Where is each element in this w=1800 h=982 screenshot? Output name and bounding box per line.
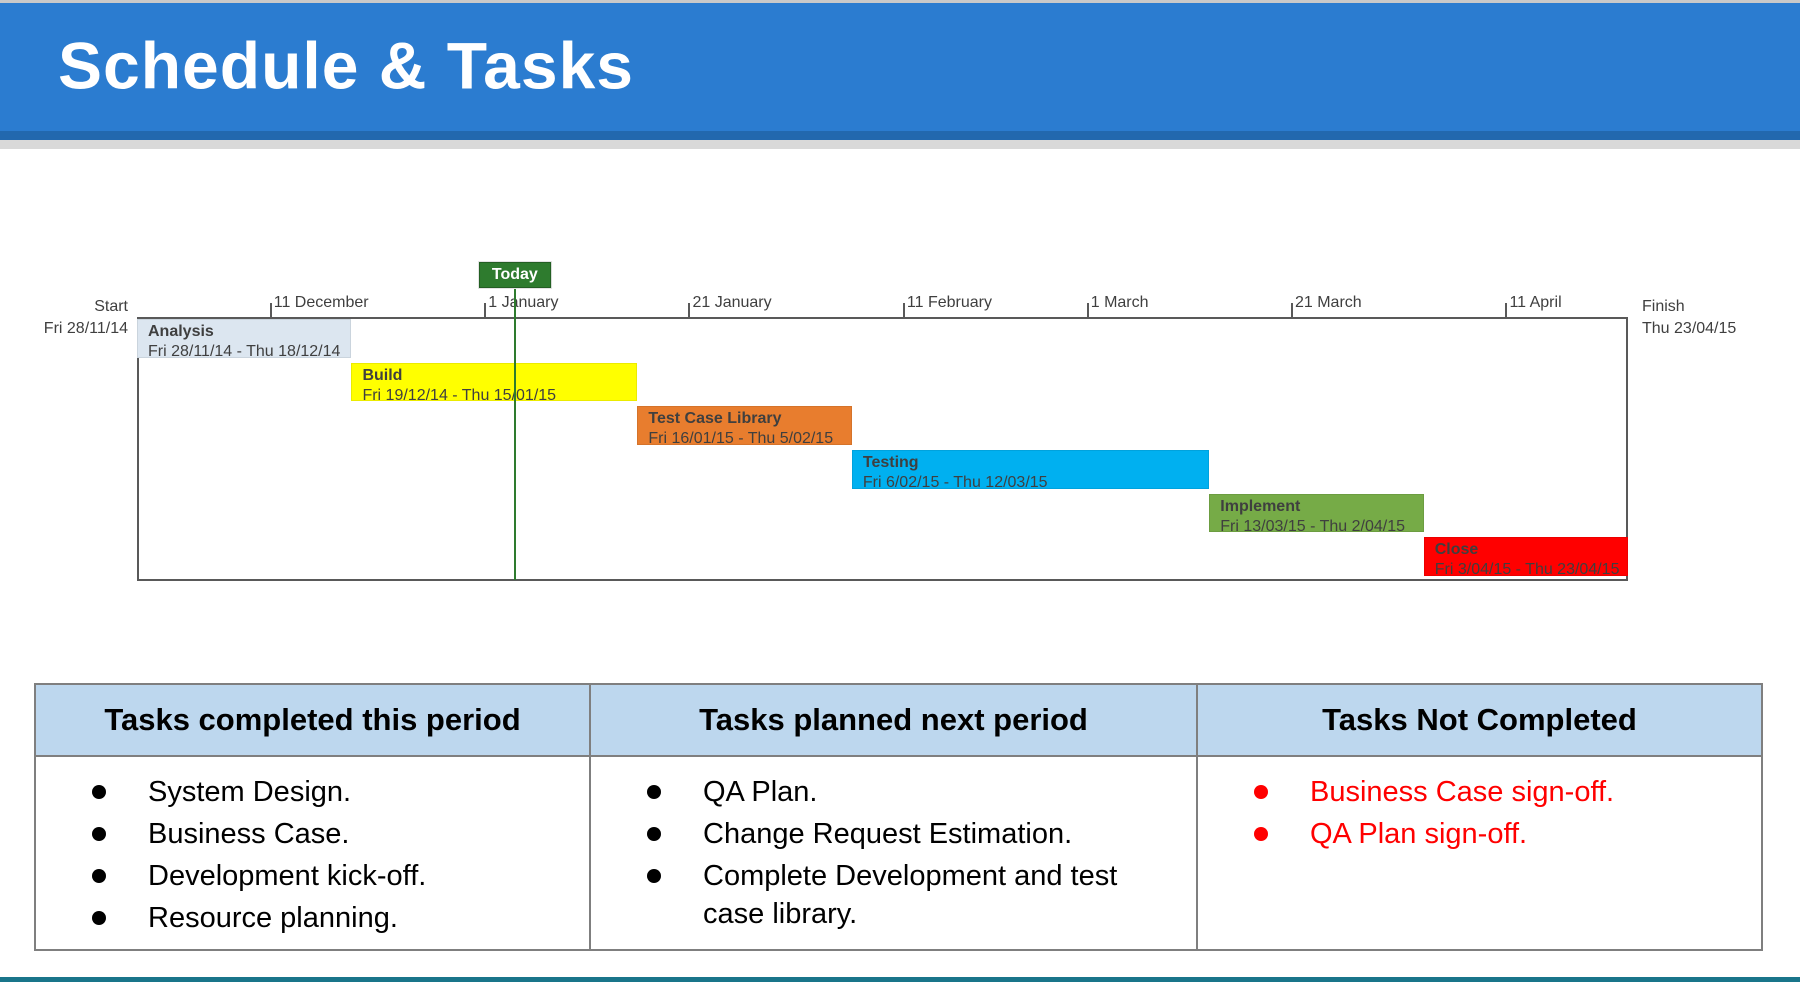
list-item: Complete Development and test case libra…: [591, 857, 1196, 933]
list-item: Business Case.: [36, 815, 589, 853]
bullet-icon: [647, 785, 661, 799]
axis-tick-mark: [1086, 303, 1089, 317]
finish-caption: Finish: [1642, 298, 1685, 315]
task-list-not-completed: Business Case sign-off. QA Plan sign-off.: [1198, 773, 1761, 853]
task-text: Business Case.: [148, 818, 350, 850]
axis-tick-mark: [902, 303, 905, 317]
gantt-finish-label: Finish Thu 23/04/15: [1642, 296, 1736, 340]
list-item: Change Request Estimation.: [591, 815, 1196, 853]
task-dates: Fri 3/04/15 - Thu 23/04/15: [1434, 561, 1620, 576]
axis-tick-label: 1 January: [488, 294, 559, 311]
axis-tick-mark: [1290, 303, 1293, 317]
task-text: QA Plan sign-off.: [1310, 818, 1528, 850]
gantt-bar-test-case-library: Test Case Library Fri 16/01/15 - Thu 5/02…: [637, 406, 852, 445]
bullet-icon: [647, 827, 661, 841]
list-item: QA Plan sign-off.: [1198, 815, 1761, 853]
task-name: Implement: [1220, 497, 1301, 515]
table-cell-planned: QA Plan. Change Request Estimation. Comple…: [591, 757, 1198, 949]
axis-tick-mark: [484, 303, 487, 317]
task-text: Business Case sign-off.: [1310, 776, 1615, 808]
axis-tick-label: 11 December: [273, 294, 369, 311]
today-marker-line: [513, 287, 516, 580]
bullet-icon: [92, 827, 106, 841]
table-header-completed: Tasks completed this period: [36, 685, 591, 757]
bullet-icon: [92, 869, 106, 883]
task-name: Test Case Library: [648, 410, 782, 428]
task-list-planned: QA Plan. Change Request Estimation. Comple…: [591, 773, 1196, 933]
task-dates: Fri 16/01/15 - Thu 5/02/15: [648, 430, 834, 445]
start-date: Fri 28/11/14: [43, 320, 128, 337]
task-text: Change Request Estimation.: [703, 818, 1073, 850]
table-cell-not-completed: Business Case sign-off. QA Plan sign-off.: [1198, 757, 1761, 949]
task-name: Build: [362, 366, 403, 384]
bullet-icon: [92, 911, 106, 925]
task-dates: Fri 19/12/14 - Thu 15/01/15: [362, 386, 557, 402]
gantt-bar-build: Build Fri 19/12/14 - Thu 15/01/15: [351, 362, 638, 402]
task-dates: Fri 13/03/15 - Thu 2/04/15: [1220, 517, 1405, 533]
gantt-plot-area: [137, 317, 1628, 581]
axis-tick-label: 11 February: [906, 294, 992, 311]
axis-tick-mark: [1505, 303, 1508, 317]
task-name: Testing: [862, 454, 919, 471]
axis-tick-label: 11 April: [1509, 294, 1562, 311]
task-text: System Design.: [148, 776, 352, 808]
gantt-bar-close: Close Fri 3/04/15 - Thu 23/04/15: [1423, 537, 1628, 576]
task-name: Analysis: [148, 323, 214, 340]
axis-tick-mark: [269, 303, 272, 317]
bullet-icon: [1254, 827, 1268, 841]
list-item: Business Case sign-off.: [1198, 773, 1761, 811]
bullet-icon: [1254, 785, 1268, 799]
list-item: Resource planning.: [36, 899, 589, 937]
axis-tick-label: 1 March: [1090, 294, 1149, 311]
table-header-planned: Tasks planned next period: [591, 685, 1198, 757]
gantt-bar-testing: Testing Fri 6/02/15 - Thu 12/03/15: [851, 450, 1210, 489]
start-caption: Start: [94, 298, 128, 315]
task-text: Development kick-off.: [148, 860, 427, 892]
header-bottom-edge: [0, 131, 1800, 140]
page-title: Schedule & Tasks: [58, 28, 635, 103]
list-item: QA Plan.: [591, 773, 1196, 811]
list-item: System Design.: [36, 773, 589, 811]
task-list-completed: System Design. Business Case. Development …: [36, 773, 589, 937]
table-cell-completed: System Design. Business Case. Development …: [36, 757, 591, 949]
axis-tick-label: 21 January: [692, 294, 772, 311]
task-dates: Fri 28/11/14 - Thu 18/12/14: [148, 343, 341, 358]
task-text: Complete Development and test case libra…: [703, 860, 1118, 930]
gantt-start-label: Start Fri 28/11/14: [0, 296, 128, 340]
bullet-icon: [647, 869, 661, 883]
bottom-border: [0, 977, 1800, 982]
today-marker-label: Today: [478, 262, 551, 288]
slide-header: Schedule & Tasks: [0, 3, 1800, 131]
axis-tick-mark: [688, 303, 691, 317]
finish-date: Thu 23/04/15: [1642, 320, 1737, 337]
gantt-bar-implement: Implement Fri 13/03/15 - Thu 2/04/15: [1209, 493, 1424, 533]
table-header-not-completed: Tasks Not Completed: [1198, 685, 1761, 757]
list-item: Development kick-off.: [36, 857, 589, 895]
status-table: Tasks completed this period Tasks planne…: [34, 683, 1763, 951]
task-text: Resource planning.: [148, 902, 398, 934]
gantt-bar-analysis: Analysis Fri 28/11/14 - Thu 18/12/14: [137, 319, 352, 358]
task-dates: Fri 6/02/15 - Thu 12/03/15: [862, 474, 1048, 489]
task-text: QA Plan.: [703, 776, 818, 808]
top-border: [0, 0, 1800, 3]
task-name: Close: [1434, 541, 1479, 559]
header-shadow-band: [0, 140, 1800, 149]
axis-tick-label: 21 March: [1294, 294, 1362, 311]
bullet-icon: [92, 785, 106, 799]
